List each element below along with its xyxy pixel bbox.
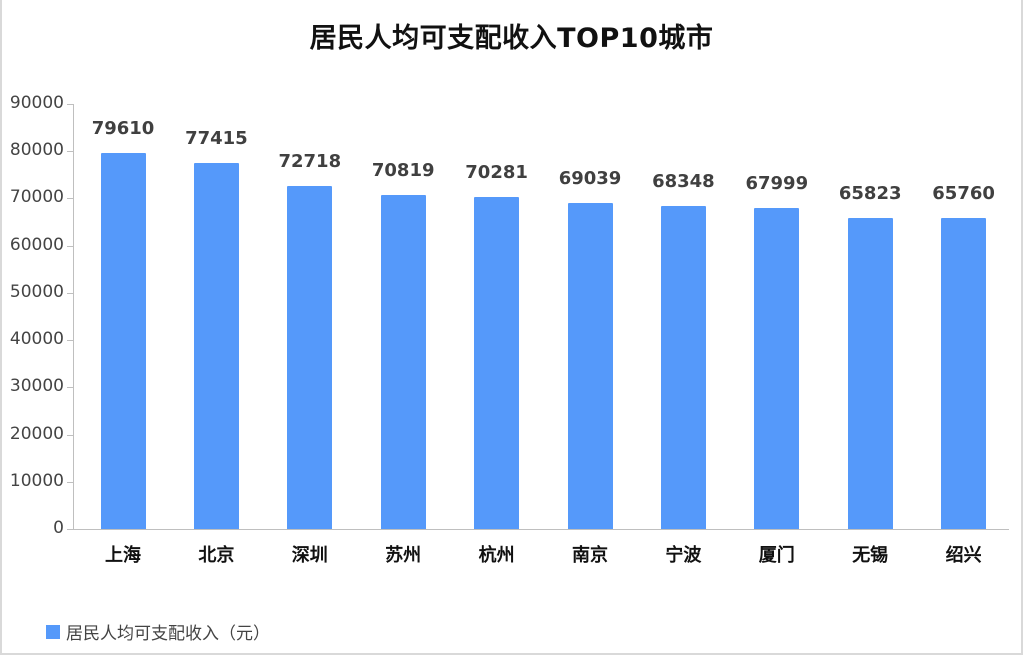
legend-label: 居民人均可支配收入（元） — [66, 624, 270, 644]
y-tick-mark — [67, 387, 73, 388]
bar-value-label: 70819 — [371, 159, 435, 181]
bar-value-label: 67999 — [745, 172, 809, 194]
x-category-label: 深圳 — [291, 545, 328, 566]
x-axis-line — [73, 529, 1009, 530]
y-tick-label: 10000 — [9, 470, 64, 491]
y-tick-mark — [67, 151, 73, 152]
bar-value-label: 77415 — [185, 128, 248, 150]
bar-0[interactable] — [100, 153, 146, 529]
bar-8[interactable] — [847, 218, 893, 529]
bar-value-label: 65823 — [838, 183, 902, 205]
bar-value-label: 70281 — [465, 162, 528, 184]
bar-value-label: 72718 — [278, 150, 342, 172]
chart-title: 居民人均可支配收入TOP10城市 — [309, 23, 714, 54]
x-category-label: 宁波 — [665, 545, 702, 566]
bar-value-label: 65760 — [932, 183, 995, 205]
bar-9[interactable] — [941, 218, 987, 529]
bar-value-label: 69039 — [558, 167, 622, 189]
legend: 居民人均可支配收入（元） — [46, 619, 270, 644]
y-tick-mark — [67, 529, 73, 530]
y-tick-label: 20000 — [9, 423, 64, 444]
y-tick-mark — [67, 246, 73, 247]
x-category-label: 绍兴 — [945, 545, 982, 566]
y-tick-label: 80000 — [9, 140, 64, 161]
x-category-label: 北京 — [198, 545, 235, 566]
x-category-label: 杭州 — [478, 545, 515, 566]
y-tick-label: 70000 — [9, 187, 64, 208]
y-tick-label: 40000 — [9, 329, 64, 350]
x-category-label: 上海 — [105, 545, 141, 566]
y-tick-mark — [67, 435, 73, 436]
y-axis-line — [73, 104, 74, 530]
y-tick-label: 50000 — [9, 281, 64, 302]
bar-5[interactable] — [567, 202, 613, 529]
bar-2[interactable] — [287, 185, 333, 529]
bar-3[interactable] — [380, 194, 426, 529]
y-tick-mark — [67, 340, 73, 341]
x-category-label: 苏州 — [385, 545, 422, 566]
legend-swatch — [46, 624, 60, 639]
y-tick-label: 60000 — [9, 234, 64, 255]
bar-1[interactable] — [193, 163, 239, 529]
bar-value-label: 68348 — [652, 171, 715, 193]
bar-7[interactable] — [754, 207, 800, 529]
y-tick-mark — [67, 104, 73, 105]
y-tick-label: 30000 — [9, 376, 64, 397]
x-category-label: 南京 — [572, 545, 608, 566]
x-category-label: 厦门 — [758, 545, 795, 566]
y-tick-mark — [67, 293, 73, 294]
bar-4[interactable] — [474, 197, 520, 529]
y-tick-label: 90000 — [9, 93, 64, 113]
bar-value-label: 79610 — [91, 118, 155, 140]
y-tick-mark — [67, 198, 73, 199]
x-category-label: 无锡 — [852, 545, 889, 566]
y-tick-mark — [67, 482, 73, 483]
bar-6[interactable] — [660, 206, 706, 529]
y-tick-label: 0 — [53, 518, 64, 538]
